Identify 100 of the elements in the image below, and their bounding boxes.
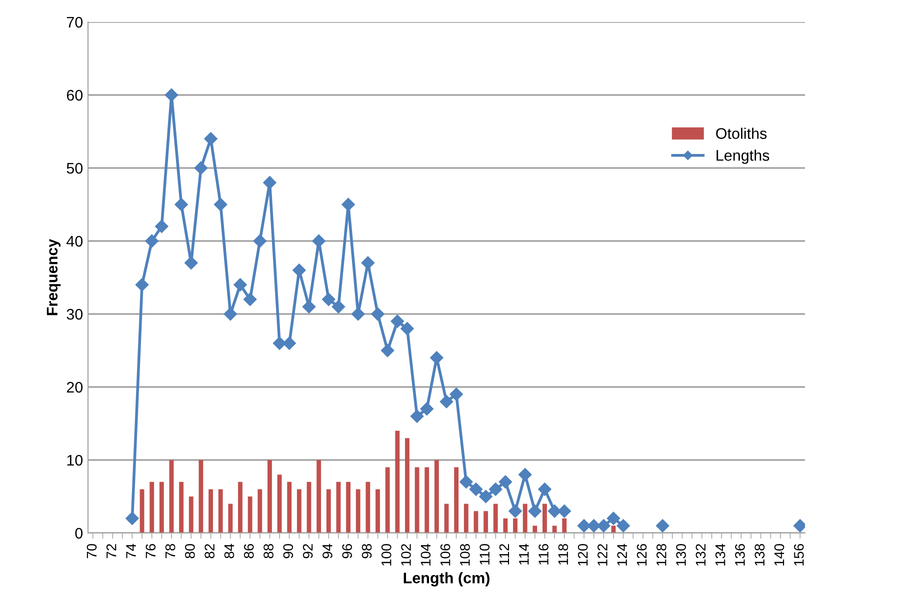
y-tick-label: 50 xyxy=(66,162,83,174)
bar xyxy=(503,518,508,533)
point xyxy=(164,88,178,102)
x-tick-label: 76 xyxy=(146,544,156,558)
x-tick-label: 116 xyxy=(538,544,548,565)
point xyxy=(430,351,444,364)
x-tick-label: 90 xyxy=(283,544,294,558)
point xyxy=(234,278,247,292)
point xyxy=(243,292,257,306)
bar xyxy=(434,460,439,533)
y-tick-label: 30 xyxy=(66,308,83,320)
x-tick-label: 78 xyxy=(165,544,176,558)
bar xyxy=(188,496,194,533)
point xyxy=(528,504,542,518)
x-tick-label: 118 xyxy=(558,544,568,565)
point xyxy=(312,234,326,248)
bar xyxy=(316,460,322,533)
point xyxy=(380,344,394,358)
point xyxy=(469,482,483,496)
y-tick-label: 60 xyxy=(66,90,83,101)
point xyxy=(145,234,158,248)
x-axis-title: Length (cm) xyxy=(404,572,490,586)
point xyxy=(224,307,238,321)
point xyxy=(174,198,188,212)
bar xyxy=(366,482,370,533)
point xyxy=(390,314,404,328)
point xyxy=(204,132,218,146)
x-tick-label: 86 xyxy=(244,544,254,558)
point xyxy=(302,300,316,314)
x-tick-label: 138 xyxy=(754,544,765,566)
y-tick-label: 40 xyxy=(66,236,83,247)
bar xyxy=(277,474,282,533)
point xyxy=(597,519,610,532)
bar xyxy=(169,460,174,533)
bar xyxy=(287,482,292,533)
bar xyxy=(150,482,154,533)
point xyxy=(272,336,286,350)
x-tick-label: 156 xyxy=(794,544,804,566)
point xyxy=(371,307,384,321)
x-tick-label: 140 xyxy=(774,544,784,566)
bar xyxy=(395,430,400,533)
y-tick-label: 20 xyxy=(66,382,83,393)
x-tick-label: 120 xyxy=(578,544,588,566)
point xyxy=(400,322,414,336)
point xyxy=(282,336,296,350)
x-tick-label: 104 xyxy=(420,544,431,566)
bar xyxy=(464,504,468,533)
point xyxy=(342,198,355,212)
point xyxy=(263,176,276,190)
legend-label: Lengths xyxy=(716,150,770,164)
x-tick-label: 94 xyxy=(322,544,332,558)
point xyxy=(606,512,620,525)
point xyxy=(498,475,512,488)
bar xyxy=(424,467,430,533)
x-tick-label: 74 xyxy=(126,544,136,558)
point xyxy=(155,220,168,233)
x-tick-label: 102 xyxy=(401,544,411,566)
legend-label: Otoliths xyxy=(716,128,767,139)
bar xyxy=(326,489,331,533)
y-tick-label: 10 xyxy=(67,454,83,466)
point xyxy=(548,504,562,518)
x-tick-label: 70 xyxy=(86,544,97,558)
point xyxy=(135,278,149,292)
point xyxy=(587,519,600,532)
point xyxy=(440,395,454,408)
bar xyxy=(336,482,341,533)
x-tick-label: 106 xyxy=(440,544,450,566)
x-tick-label: 110 xyxy=(480,544,490,565)
bar xyxy=(356,489,360,533)
bar xyxy=(179,482,184,533)
x-tick-label: 128 xyxy=(656,544,666,566)
x-tick-label: 126 xyxy=(636,544,647,566)
point xyxy=(184,256,198,270)
point xyxy=(214,198,228,212)
point xyxy=(508,504,522,518)
x-tick-label: 130 xyxy=(676,544,686,566)
x-tick-label: 122 xyxy=(598,544,608,566)
y-tick-label: 70 xyxy=(66,16,83,28)
point xyxy=(450,388,463,401)
x-tick-label: 82 xyxy=(204,544,214,558)
bar xyxy=(248,496,252,533)
bar xyxy=(484,511,488,533)
point xyxy=(656,519,670,532)
point xyxy=(410,410,424,423)
bar xyxy=(198,460,204,533)
point xyxy=(616,519,630,532)
point xyxy=(322,292,336,306)
bar xyxy=(218,489,223,533)
bar xyxy=(542,504,547,533)
x-tick-label: 134 xyxy=(715,544,726,566)
bar xyxy=(513,518,518,533)
point xyxy=(126,512,139,525)
bar xyxy=(238,482,242,533)
bar xyxy=(208,489,213,533)
x-tick-label: 98 xyxy=(362,544,372,558)
point xyxy=(292,264,306,277)
bar xyxy=(562,518,567,533)
bar xyxy=(228,504,233,533)
bar xyxy=(376,489,380,533)
point xyxy=(479,490,492,504)
